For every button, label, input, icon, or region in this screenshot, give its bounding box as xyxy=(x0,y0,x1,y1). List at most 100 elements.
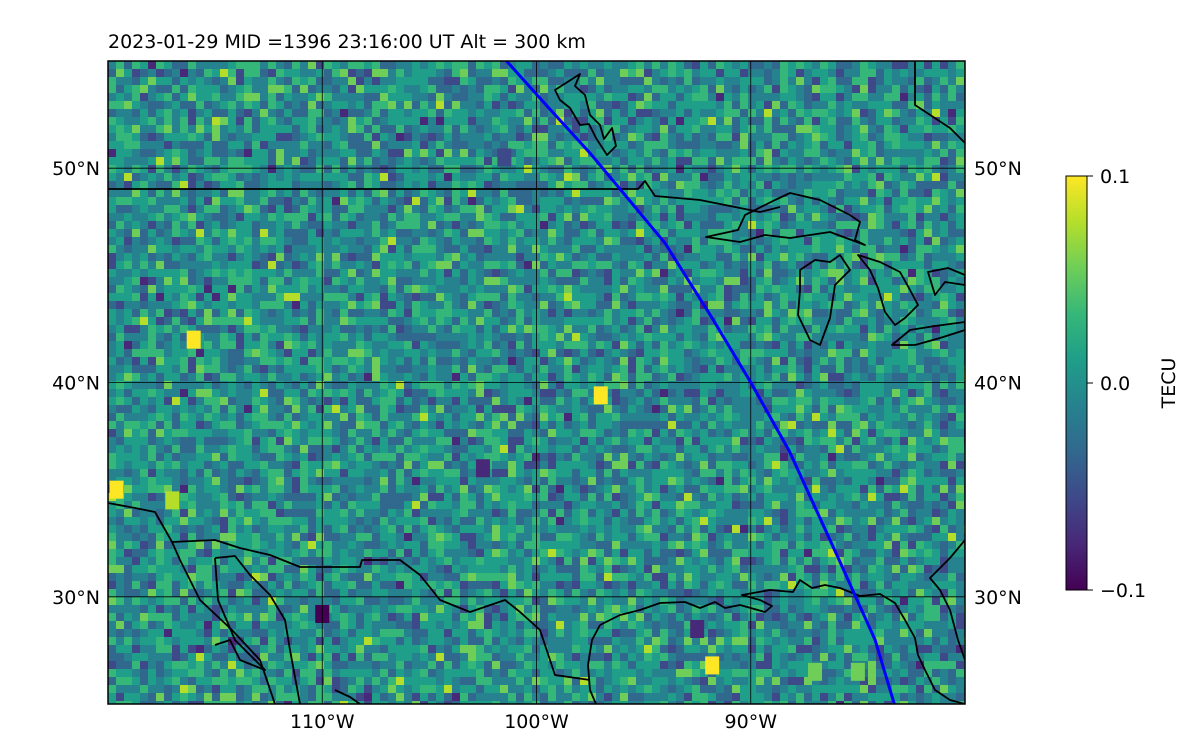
tec-cell xyxy=(588,309,597,318)
tec-cell xyxy=(820,213,829,222)
tec-cell xyxy=(556,165,565,174)
tec-cell xyxy=(796,61,805,70)
tec-cell xyxy=(644,413,653,422)
tec-cell xyxy=(468,125,477,134)
tec-cell xyxy=(300,253,309,262)
tec-cell xyxy=(556,373,565,382)
tec-cell xyxy=(548,293,557,302)
tec-cell xyxy=(316,101,325,110)
tec-cell xyxy=(548,413,557,422)
tec-cell xyxy=(132,229,141,238)
tec-cell xyxy=(324,341,333,350)
tec-cell xyxy=(276,357,285,366)
tec-cell xyxy=(500,253,509,262)
tec-cell xyxy=(236,85,245,94)
tec-cell xyxy=(772,189,781,198)
tec-cell xyxy=(908,189,917,198)
tec-cell xyxy=(884,333,893,342)
tec-cell xyxy=(364,157,373,166)
tec-cell xyxy=(636,277,645,286)
tec-cell xyxy=(892,205,901,214)
tec-cell xyxy=(500,365,509,374)
tec-cell xyxy=(908,141,917,150)
tec-cell xyxy=(924,149,933,158)
tec-cell xyxy=(692,397,701,406)
tec-cell xyxy=(636,253,645,262)
tec-cell xyxy=(580,413,589,422)
tec-cell xyxy=(500,333,509,342)
tec-cell xyxy=(204,117,213,126)
tec-cell xyxy=(924,133,933,142)
tec-cell xyxy=(164,349,173,358)
tec-cell xyxy=(676,237,685,246)
tec-cell xyxy=(276,349,285,358)
tec-cell xyxy=(548,365,557,374)
tec-cell xyxy=(444,309,453,318)
tec-cell xyxy=(492,133,501,142)
tec-cell xyxy=(204,389,213,398)
tec-cell xyxy=(540,421,549,430)
tec-cell xyxy=(844,61,853,70)
tec-cell xyxy=(124,261,133,270)
tec-cell xyxy=(820,389,829,398)
tec-cell xyxy=(716,397,725,406)
tec-cell xyxy=(828,173,837,182)
tec-cell xyxy=(212,293,221,302)
tec-cell xyxy=(652,213,661,222)
tec-cell xyxy=(356,261,365,270)
tec-cell xyxy=(300,69,309,78)
tec-cell xyxy=(836,141,845,150)
tec-cell xyxy=(180,125,189,134)
tec-cell xyxy=(284,309,293,318)
tec-cell xyxy=(852,157,861,166)
tec-cell xyxy=(156,197,165,206)
tec-cell xyxy=(588,61,597,70)
tec-cell xyxy=(172,293,181,302)
tec-cell xyxy=(364,189,373,198)
tec-cell xyxy=(628,277,637,286)
tec-cell xyxy=(876,389,885,398)
tec-cell xyxy=(124,325,133,334)
tec-cell xyxy=(188,189,197,198)
tec-cell xyxy=(756,117,765,126)
tec-cell xyxy=(292,69,301,78)
tec-cell xyxy=(748,245,757,254)
tec-cell xyxy=(940,189,949,198)
tec-cell xyxy=(228,229,237,238)
tec-cell xyxy=(892,333,901,342)
tec-cell xyxy=(780,405,789,414)
tec-cell xyxy=(180,309,189,318)
tec-cell xyxy=(764,85,773,94)
tec-cell xyxy=(932,397,941,406)
tec-cell xyxy=(140,429,149,438)
tec-cell xyxy=(340,413,349,422)
tec-cell xyxy=(724,365,733,374)
tec-cell xyxy=(108,237,117,246)
tec-cell xyxy=(652,109,661,118)
tec-cell xyxy=(604,61,613,70)
tec-cell xyxy=(796,117,805,126)
tec-cell xyxy=(180,285,189,294)
tec-cell xyxy=(188,141,197,150)
tec-cell xyxy=(324,333,333,342)
tec-cell xyxy=(516,365,525,374)
tec-cell xyxy=(828,221,837,230)
tec-cell xyxy=(668,349,677,358)
tec-cell xyxy=(372,373,381,382)
tec-cell xyxy=(700,85,709,94)
tec-cell xyxy=(748,325,757,334)
tec-cell xyxy=(676,173,685,182)
tec-cell xyxy=(124,309,133,318)
tec-cell xyxy=(612,333,621,342)
tec-cell xyxy=(220,125,229,134)
tec-cell xyxy=(924,101,933,110)
tec-cell xyxy=(460,293,469,302)
tec-cell xyxy=(540,341,549,350)
tec-cell xyxy=(716,341,725,350)
tec-cell xyxy=(892,245,901,254)
tec-cell xyxy=(316,429,325,438)
tec-cell xyxy=(548,301,557,310)
tec-cell xyxy=(908,173,917,182)
tec-cell xyxy=(524,69,533,78)
tec-cell xyxy=(348,237,357,246)
